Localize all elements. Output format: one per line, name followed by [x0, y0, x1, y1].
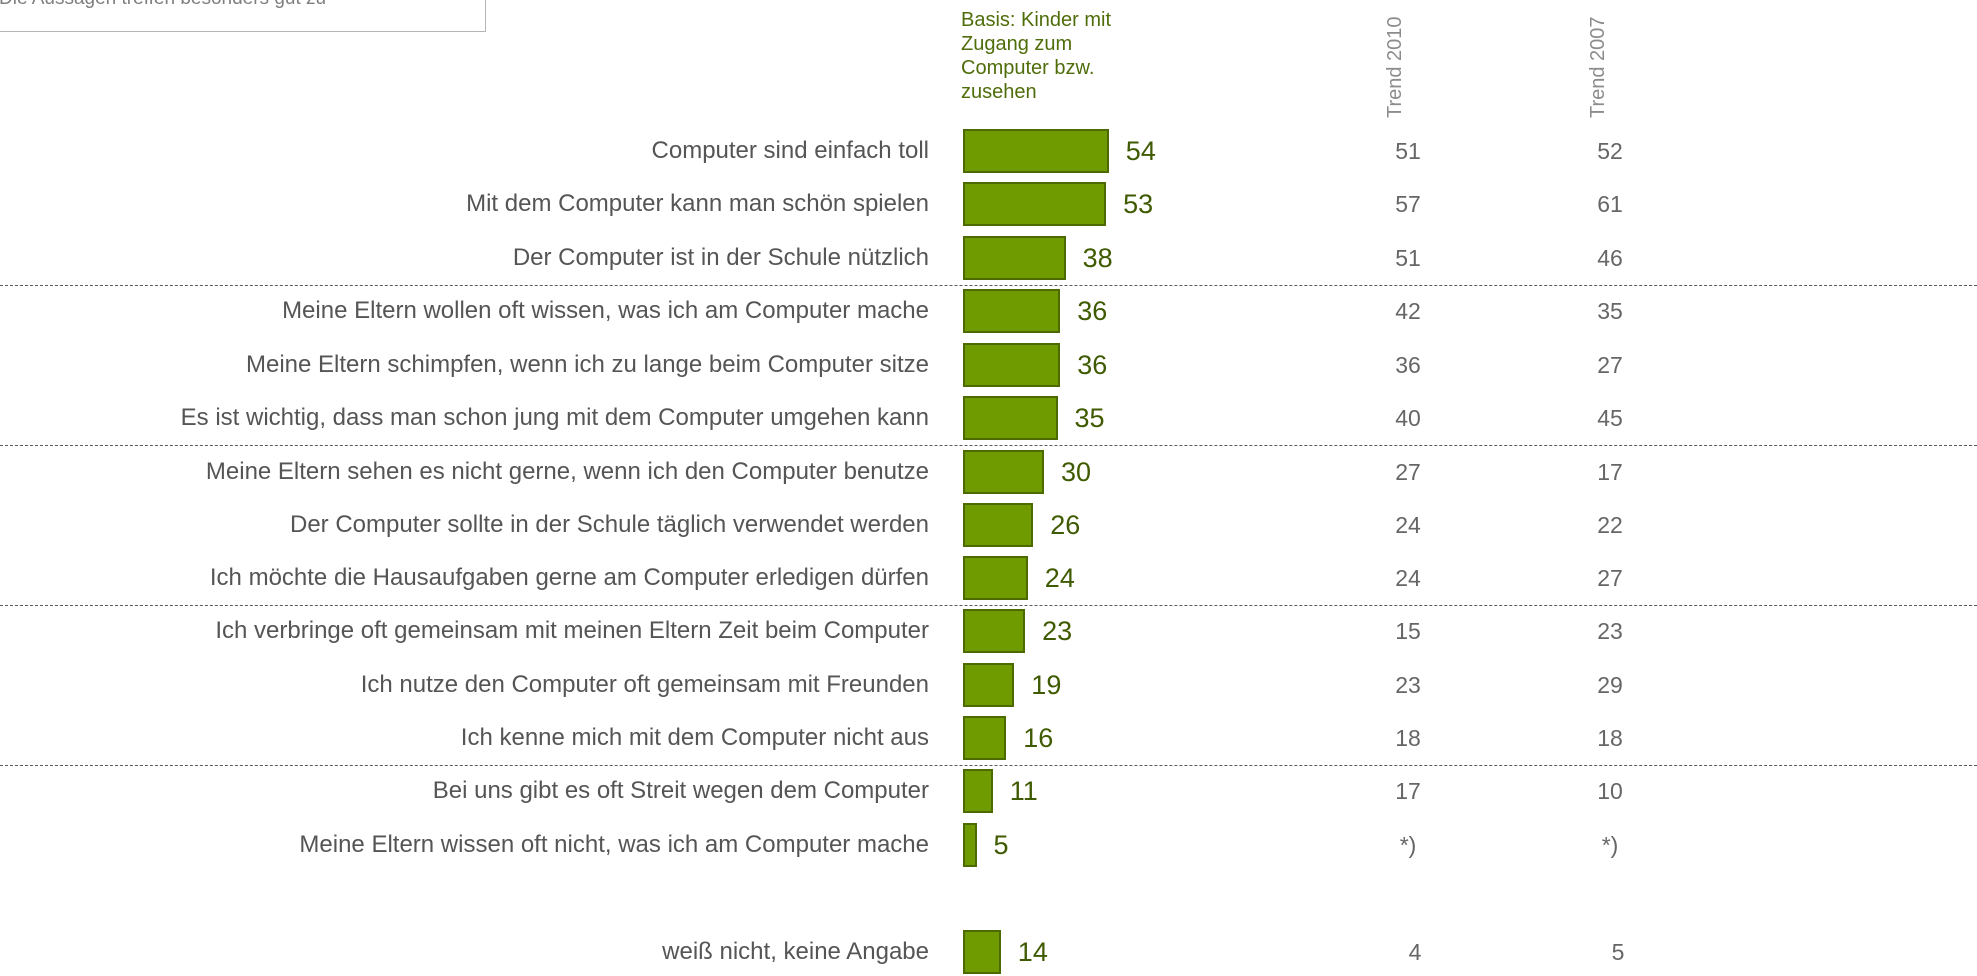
trend-2007-value: *)	[1601, 832, 1619, 858]
bar	[963, 129, 1109, 173]
trend-2010-value: 23	[1395, 672, 1421, 698]
bar	[963, 769, 993, 813]
trend-2007-value: 45	[1597, 405, 1623, 431]
category-label: Ich nutze den Computer oft gemeinsam mit…	[360, 671, 929, 698]
bar-value-label: 36	[1077, 296, 1108, 326]
bar-value-label: 26	[1050, 510, 1081, 540]
bar-value-label: 16	[1023, 723, 1054, 753]
trend-2010-value: 51	[1395, 138, 1421, 164]
category-label: weiß nicht, keine Angabe	[662, 938, 929, 965]
bar	[963, 663, 1015, 707]
trend-2007-value: 23	[1597, 618, 1623, 644]
bar-value-label: 54	[1125, 136, 1156, 166]
bar-value-label: 24	[1044, 563, 1075, 593]
trend-2010-value: 27	[1395, 459, 1421, 485]
trend-2007-value: 61	[1597, 191, 1623, 217]
trend-2007-value: 27	[1597, 565, 1623, 591]
bar	[963, 716, 1007, 760]
trend-2010-value: 15	[1395, 618, 1421, 644]
category-label: Ich verbringe oft gemeinsam mit meinen E…	[215, 617, 929, 644]
category-label: Der Computer sollte in der Schule täglic…	[290, 511, 929, 538]
legend-box: Die Aussagen treffen besonders gut zu -	[0, 0, 486, 32]
trend-2007-value: 35	[1597, 298, 1623, 324]
group-divider	[0, 605, 1977, 606]
trend-2010-value: 24	[1395, 565, 1421, 591]
group-divider	[0, 285, 1977, 286]
trend-2007-value: 22	[1597, 512, 1623, 538]
trend-2010-value: *)	[1399, 832, 1417, 858]
trend-2010-header: Trend 2010	[1384, 16, 1406, 118]
group-divider	[0, 765, 1977, 766]
trend-2010-value: 4	[1408, 939, 1422, 965]
trend-2007-value: 10	[1597, 778, 1623, 804]
bar-value-label: 5	[993, 830, 1009, 860]
bar	[963, 823, 977, 867]
trend-2007-value: 52	[1597, 138, 1623, 164]
bar	[963, 450, 1044, 494]
bar	[963, 503, 1034, 547]
category-label: Meine Eltern sehen es nicht gerne, wenn …	[205, 458, 929, 485]
category-label: Computer sind einfach toll	[651, 137, 929, 164]
bar-value-label: 38	[1082, 243, 1113, 273]
bar-value-label: 36	[1077, 350, 1108, 380]
category-label: Meine Eltern wollen oft wissen, was ich …	[282, 297, 929, 324]
bar	[963, 236, 1066, 280]
bar-value-label: 53	[1123, 189, 1154, 219]
category-label: Der Computer ist in der Schule nützlich	[512, 244, 929, 271]
trend-2007-value: 46	[1597, 245, 1623, 271]
category-label: Meine Eltern wissen oft nicht, was ich a…	[299, 831, 929, 858]
basis-note: Basis: Kinder mit Zugang zum Computer bz…	[961, 9, 1112, 103]
bar	[963, 343, 1061, 387]
legend-caption: Die Aussagen treffen besonders gut zu -	[0, 0, 338, 10]
category-label: Bei uns gibt es oft Streit wegen dem Com…	[432, 777, 929, 804]
trend-2007-value: 29	[1597, 672, 1623, 698]
bar	[963, 182, 1107, 226]
bar-value-label: 30	[1061, 457, 1092, 487]
trend-2010-value: 36	[1395, 352, 1421, 378]
trend-2010-value: 51	[1395, 245, 1421, 271]
bar-value-label: 11	[1009, 776, 1038, 806]
bar-value-label: 35	[1074, 403, 1105, 433]
trend-2007-value: 27	[1597, 352, 1623, 378]
category-label: Es ist wichtig, dass man schon jung mit …	[180, 404, 929, 431]
bar-value-label: 23	[1042, 616, 1073, 646]
trend-2007-header: Trend 2007	[1587, 16, 1609, 118]
bar-value-label: 14	[1017, 937, 1048, 967]
trend-2007-value: 18	[1597, 725, 1623, 751]
trend-2007-value: 5	[1611, 939, 1625, 965]
trend-2010-value: 57	[1395, 191, 1421, 217]
category-label: Meine Eltern schimpfen, wenn ich zu lang…	[246, 351, 929, 378]
trend-2010-value: 24	[1395, 512, 1421, 538]
bar	[963, 556, 1028, 600]
bar-value-label: 19	[1031, 670, 1062, 700]
bar	[963, 289, 1061, 333]
bar	[963, 396, 1058, 440]
category-label: Ich möchte die Hausaufgaben gerne am Com…	[209, 564, 929, 591]
trend-2010-value: 40	[1395, 405, 1421, 431]
group-divider	[0, 445, 1977, 446]
trend-2010-value: 18	[1395, 725, 1421, 751]
trend-2007-value: 17	[1597, 459, 1623, 485]
category-label: Mit dem Computer kann man schön spielen	[466, 190, 929, 217]
bar	[963, 609, 1026, 653]
trend-2010-value: 42	[1395, 298, 1421, 324]
trend-2010-value: 17	[1395, 778, 1421, 804]
category-label: Ich kenne mich mit dem Computer nicht au…	[460, 724, 929, 751]
bar	[963, 930, 1001, 974]
